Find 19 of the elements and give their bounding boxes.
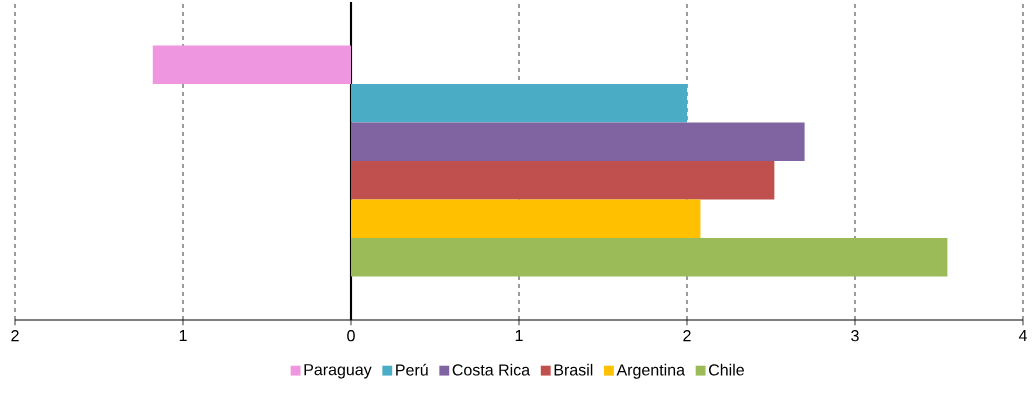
legend-label: Costa Rica	[452, 363, 531, 376]
x-tick-label: 3	[851, 330, 859, 342]
bar	[351, 199, 701, 238]
x-tick-label: 1	[179, 330, 187, 342]
x-tick-label: 2	[11, 330, 19, 342]
x-tick-label: 0	[347, 330, 355, 342]
legend-label: Argentina	[616, 363, 685, 379]
legend-label: Chile	[709, 363, 744, 376]
legend-label: Perú	[396, 363, 428, 376]
legend-label: Paraguay	[304, 364, 372, 379]
bar	[351, 237, 948, 277]
x-tick-label: 2	[683, 330, 691, 342]
legend-label: Brasil	[554, 363, 593, 376]
bar	[351, 84, 687, 123]
bar	[152, 45, 352, 85]
x-tick-label: 4	[1018, 330, 1027, 342]
x-tick-label: 1	[515, 330, 523, 342]
bar	[351, 161, 775, 200]
bar	[351, 122, 805, 161]
